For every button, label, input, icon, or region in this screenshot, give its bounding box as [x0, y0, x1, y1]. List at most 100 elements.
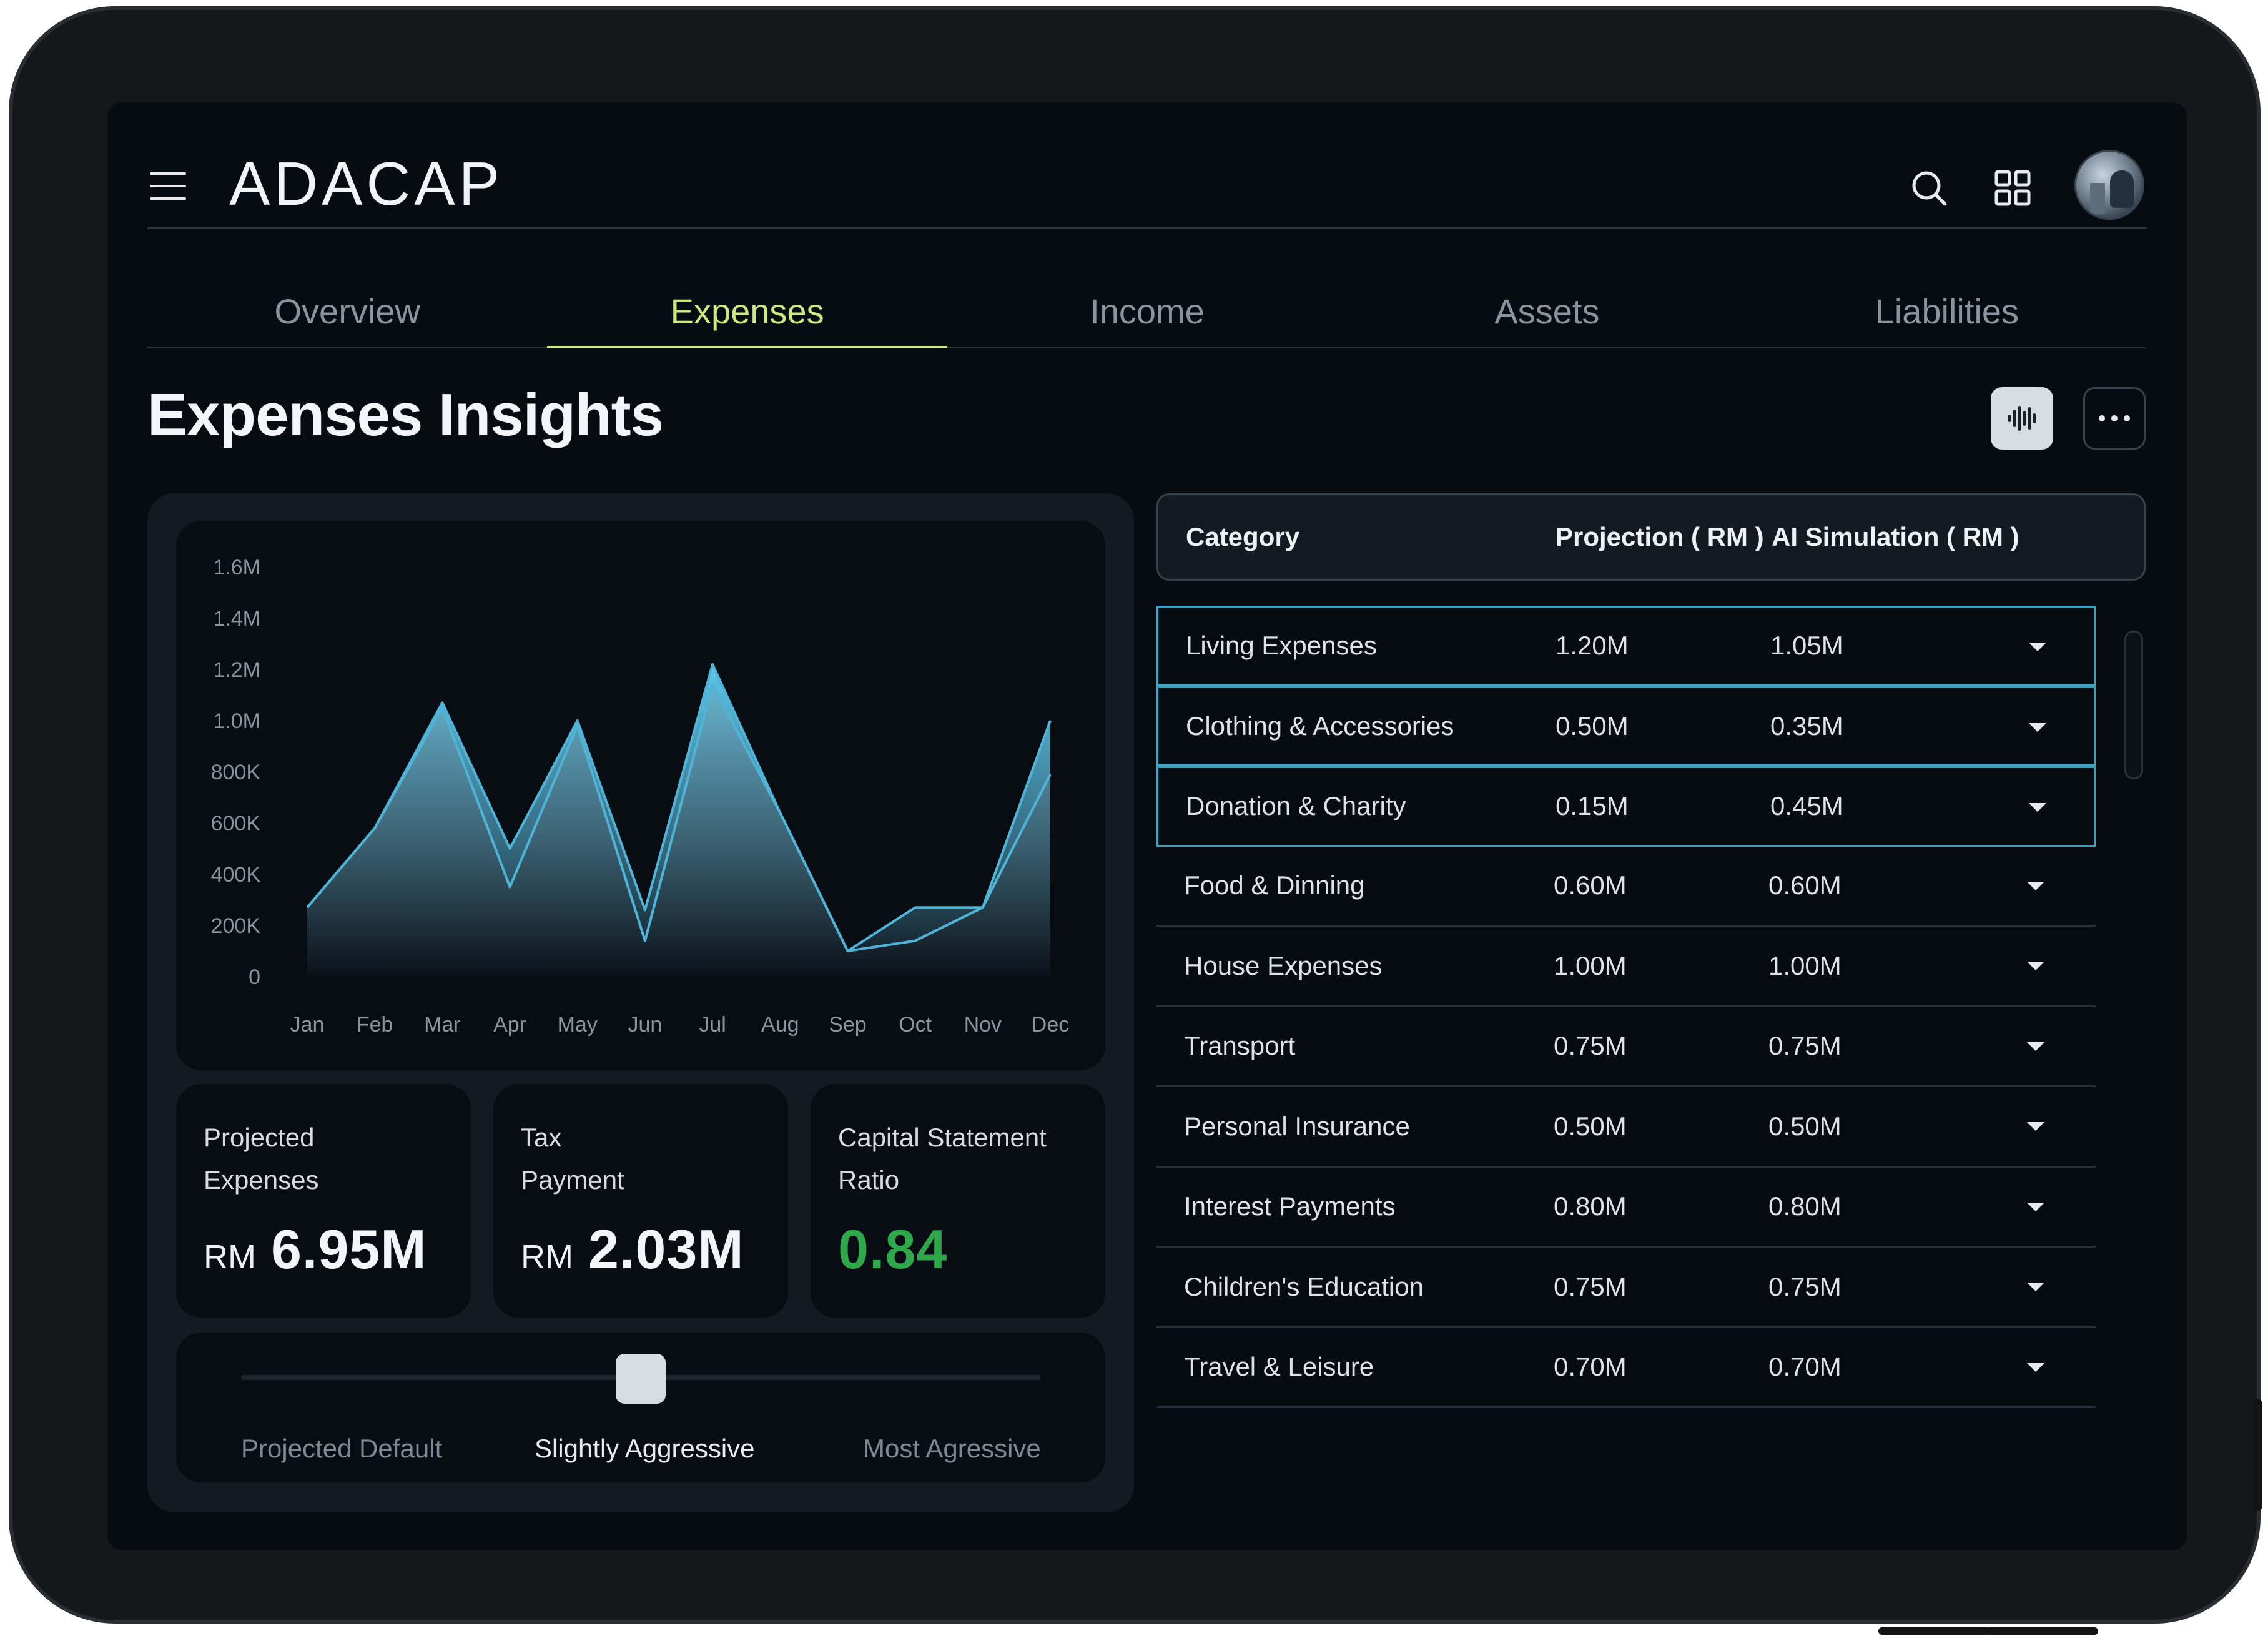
search-icon[interactable]	[1905, 164, 1953, 212]
chevron-down-icon[interactable]	[2029, 803, 2046, 812]
cell-ai-simulation: 0.35M	[1770, 711, 1843, 741]
cell-ai-simulation: 0.50M	[1768, 1111, 1842, 1141]
tab-income[interactable]: Income	[1090, 292, 1205, 331]
cell-category: Donation & Charity	[1186, 791, 1406, 821]
hamburger-icon[interactable]	[150, 172, 186, 200]
x-tick-label: Jan	[290, 1013, 325, 1037]
tablet-frame: ADACAP Overview Expenses Income Assets L…	[9, 6, 2261, 1624]
y-tick-label: 0	[249, 965, 260, 989]
cell-projection: 0.80M	[1554, 1191, 1627, 1221]
cell-ai-simulation: 1.00M	[1768, 950, 1842, 980]
y-tick-label: 1.6M	[213, 556, 260, 579]
table-row[interactable]: Living Expenses 1.20M 1.05M	[1156, 606, 2096, 686]
tab-bar: Overview Expenses Income Assets Liabilit…	[147, 277, 2147, 348]
more-dots-icon	[2099, 415, 2130, 421]
stat-value: 6.95M	[270, 1218, 427, 1280]
cell-ai-simulation: 0.60M	[1768, 870, 1842, 900]
grid-icon[interactable]	[1988, 164, 2037, 212]
x-tick-label: Aug	[761, 1013, 799, 1037]
expenses-chart-card: 1.6M 1.4M 1.2M 1.0M 800K 600K 400K 200K 0 Jan Feb M…	[176, 521, 1105, 1070]
x-tick-label: Mar	[424, 1013, 461, 1037]
more-options-button[interactable]	[2083, 387, 2146, 450]
user-avatar[interactable]	[2074, 150, 2144, 220]
cell-ai-simulation: 0.45M	[1770, 791, 1843, 821]
x-tick-label: Jul	[699, 1013, 726, 1037]
table-row[interactable]: Travel & Leisure 0.70M 0.70M	[1156, 1328, 2096, 1408]
tab-expenses[interactable]: Expenses	[547, 277, 948, 348]
expenses-area-chart: 1.6M 1.4M 1.2M 1.0M 800K 600K 400K 200K 0 Jan Feb M…	[211, 556, 1070, 1037]
slider-option-projected-default[interactable]: Projected Default	[241, 1434, 443, 1463]
cell-ai-simulation: 0.70M	[1768, 1352, 1842, 1382]
aggressiveness-slider-card: Projected Default Slightly Aggressive Mo…	[176, 1333, 1105, 1482]
cell-projection: 0.15M	[1556, 791, 1629, 821]
chart-line-series-2	[306, 683, 1052, 952]
y-tick-label: 800K	[211, 761, 261, 784]
cell-projection: 1.20M	[1556, 631, 1629, 661]
x-tick-label: Sep	[829, 1013, 867, 1037]
stat-value: 2.03M	[588, 1218, 744, 1280]
insights-panel: 1.6M 1.4M 1.2M 1.0M 800K 600K 400K 200K 0 Jan Feb M…	[147, 493, 1134, 1512]
x-tick-label: Feb	[357, 1013, 393, 1037]
audio-wave-icon	[2008, 406, 2036, 431]
table-row[interactable]: House Expenses 1.00M 1.00M	[1156, 927, 2096, 1007]
header-category: Category	[1186, 522, 1300, 551]
table-row[interactable]: Children's Education 0.75M 0.75M	[1156, 1248, 2096, 1328]
adacap-logo: ADACAP	[229, 149, 503, 218]
chevron-down-icon[interactable]	[2029, 722, 2046, 732]
tab-overview[interactable]: Overview	[274, 292, 420, 331]
stat-capital-statement-ratio: Capital Statement Ratio 0.84	[811, 1084, 1105, 1318]
x-tick-label: Dec	[1032, 1013, 1069, 1037]
y-tick-label: 400K	[211, 863, 261, 887]
stat-label: Projected	[204, 1123, 315, 1152]
expense-table-body: Living Expenses 1.20M 1.05M Clothing & Acce…	[1156, 606, 2096, 1408]
y-tick-label: 1.4M	[213, 607, 260, 631]
header-ai-simulation: AI Simulation ( RM )	[1772, 522, 2019, 551]
cell-ai-simulation: 0.75M	[1768, 1031, 1842, 1061]
table-row[interactable]: Donation & Charity 0.15M 0.45M	[1156, 766, 2096, 847]
cell-projection: 0.50M	[1554, 1111, 1627, 1141]
cell-projection: 0.75M	[1554, 1271, 1627, 1301]
table-row[interactable]: Interest Payments 0.80M 0.80M	[1156, 1168, 2096, 1248]
y-tick-label: 1.2M	[213, 658, 260, 682]
chevron-down-icon[interactable]	[2027, 1042, 2044, 1051]
slider-option-most-aggressive[interactable]: Most Agressive	[863, 1434, 1041, 1463]
table-row[interactable]: Transport 0.75M 0.75M	[1156, 1007, 2096, 1087]
cell-projection: 0.75M	[1554, 1031, 1627, 1061]
tab-liabilities[interactable]: Liabilities	[1875, 292, 2019, 331]
y-tick-label: 1.0M	[213, 709, 260, 733]
slider-thumb[interactable]	[616, 1354, 666, 1404]
cell-projection: 1.00M	[1554, 950, 1627, 980]
chevron-down-icon[interactable]	[2027, 962, 2044, 970]
chevron-down-icon[interactable]	[2027, 1363, 2044, 1372]
cell-category: Interest Payments	[1184, 1191, 1396, 1221]
chart-line-series-1	[306, 663, 1052, 952]
stat-label: Expenses	[204, 1165, 319, 1195]
chevron-down-icon[interactable]	[2027, 1122, 2044, 1131]
stat-label: Ratio	[838, 1165, 900, 1195]
table-row[interactable]: Clothing & Accessories 0.50M 0.35M	[1156, 686, 2096, 766]
chevron-down-icon[interactable]	[2027, 1283, 2044, 1291]
chevron-down-icon[interactable]	[2027, 881, 2044, 890]
cell-category: Living Expenses	[1186, 631, 1377, 661]
table-row[interactable]: Personal Insurance 0.50M 0.50M	[1156, 1087, 2096, 1168]
cell-ai-simulation: 0.80M	[1768, 1191, 1842, 1221]
audio-wave-button[interactable]	[1991, 387, 2053, 450]
stat-tax-payment: Tax Payment RM 2.03M	[493, 1084, 788, 1318]
tab-assets[interactable]: Assets	[1494, 292, 1600, 331]
y-tick-label: 200K	[211, 914, 261, 938]
x-tick-label: May	[558, 1013, 598, 1037]
slider-option-slightly-aggressive[interactable]: Slightly Aggressive	[535, 1434, 755, 1463]
cell-ai-simulation: 1.05M	[1770, 631, 1843, 661]
chevron-down-icon[interactable]	[2029, 643, 2046, 651]
cell-category: Food & Dinning	[1184, 870, 1365, 900]
table-scrollbar[interactable]	[2124, 631, 2143, 779]
logo-wordmark: ADACAP	[229, 149, 504, 218]
x-tick-label: Nov	[964, 1013, 1002, 1037]
header-projection: Projection ( RM )	[1556, 522, 1764, 551]
chevron-down-icon[interactable]	[2027, 1202, 2044, 1211]
cell-projection: 0.50M	[1556, 711, 1629, 741]
stat-currency: RM	[204, 1238, 256, 1276]
page-title: Expenses Insights	[147, 382, 664, 448]
header-divider	[147, 227, 2147, 229]
table-row[interactable]: Food & Dinning 0.60M 0.60M	[1156, 847, 2096, 927]
